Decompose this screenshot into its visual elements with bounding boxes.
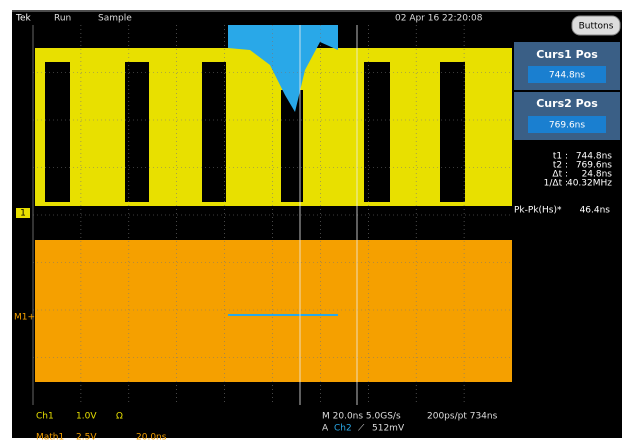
waveform-area xyxy=(32,25,512,405)
curs1-value: 744.8ns xyxy=(549,71,585,81)
math-name: Math1 xyxy=(36,433,64,443)
ch1-marker-bg xyxy=(16,208,30,218)
ch1-gap xyxy=(364,62,390,202)
trigger-level: 512mV xyxy=(372,424,405,434)
curs2-value: 769.6ns xyxy=(549,121,585,131)
ch1-name: Ch1 xyxy=(36,412,54,422)
readout-value: 769.6ns xyxy=(576,161,612,171)
brand: Tek xyxy=(15,14,32,24)
curs2-label: Curs2 Pos xyxy=(536,97,598,110)
readout-label: Δt : xyxy=(552,170,568,180)
math-marker: M1+ xyxy=(14,313,35,323)
ch1-marker: 1 xyxy=(20,209,26,219)
math-waveform xyxy=(228,25,338,112)
math-time: 20.0ns xyxy=(136,433,167,443)
readout-label: t2 : xyxy=(553,161,568,171)
ch1-gap xyxy=(45,62,70,202)
buttons-label[interactable]: Buttons xyxy=(579,22,614,32)
timebase: M 20.0ns 5.0GS/s xyxy=(322,412,401,422)
acq-mode: Sample xyxy=(98,14,132,24)
ch2-waveform xyxy=(35,240,512,382)
ch1-waveform xyxy=(35,48,512,206)
readout-value: 24.8ns xyxy=(582,170,613,180)
ch1-coupling: Ω xyxy=(116,412,123,422)
ch1-gap xyxy=(281,90,303,202)
trigger-a: A xyxy=(322,424,329,434)
readout-value: 744.8ns xyxy=(576,152,612,162)
curs2-value-box xyxy=(528,116,606,133)
curs1-label: Curs1 Pos xyxy=(536,48,598,61)
trigger-slope: ⟋ xyxy=(358,424,365,434)
curs1-value-box xyxy=(528,66,606,83)
readout-label: t1 : xyxy=(553,152,568,162)
measurement-value: 46.4ns xyxy=(580,206,611,216)
trigger-source: Ch2 xyxy=(334,424,352,434)
run-state: Run xyxy=(54,14,71,24)
math-scale: 2.5V xyxy=(76,433,97,443)
datetime: 02 Apr 16 22:20:08 xyxy=(395,14,483,24)
buttons-button[interactable] xyxy=(571,15,621,36)
readout-value: 40.32MHz xyxy=(567,179,612,189)
ch1-gap xyxy=(202,62,226,202)
measurement-label: Pk-Pk(Hs)* xyxy=(514,206,562,216)
readout-label: 1/Δt : xyxy=(544,179,568,189)
ch1-scale: 1.0V xyxy=(76,412,97,422)
record: 200ps/pt 734ns xyxy=(427,412,498,422)
ch1-gap xyxy=(440,62,465,202)
